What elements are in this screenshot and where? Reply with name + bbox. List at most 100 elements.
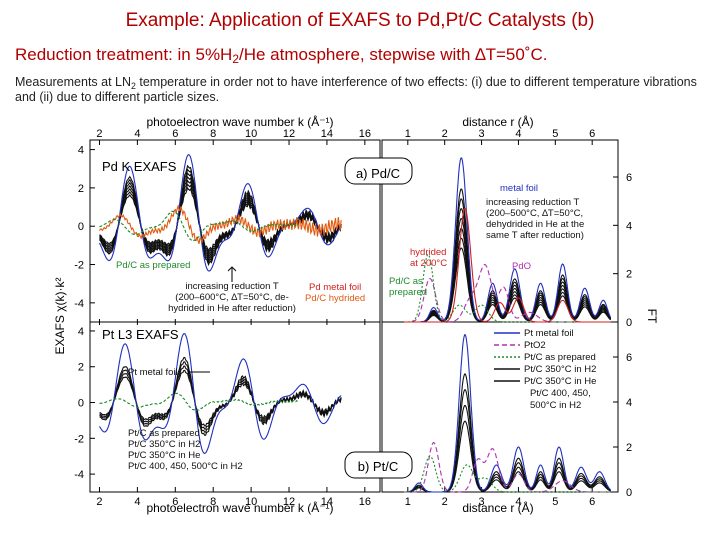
pd-panel-title: Pd K EXAFS (102, 159, 177, 174)
pd-increasing-arrow (227, 266, 237, 282)
pt-panel-title: Pt L3 EXAFS (102, 327, 179, 342)
intro-suffix: =50˚C. (495, 45, 548, 64)
pto2-ft-curve (404, 441, 611, 493)
k-axis-label-bottom: photoelectron wave number k (Å⁻¹) (146, 500, 333, 515)
pt-h2-label: Pt/C 350°C in H2 (128, 439, 200, 450)
k-tick-label-bottom: 6 (172, 496, 178, 508)
measurement-note: Measurements at LN2 temperature in order… (15, 75, 715, 105)
pt-legend-label: Pt/C 400, 450, (530, 388, 591, 399)
note-suffix: temperature in order not to have interfe… (15, 75, 697, 104)
pt-as-prepared-curve (99, 392, 298, 412)
r-tick-label-bottom: 6 (589, 496, 595, 508)
pt-he-label: Pt/C 350°C in He (128, 450, 200, 461)
pd-reduction-curve (99, 164, 342, 267)
pd-hydrided-label: Pd/C hydrided (305, 293, 365, 304)
pd-ft-same-t-label: same T after reduction) (486, 230, 584, 241)
k-tick-label-top: 16 (359, 128, 371, 140)
pd-hydrided-curve (99, 203, 342, 244)
pd-ft-hydrided-label: hydrided (410, 247, 446, 258)
chi-y-tick-label: -2 (74, 260, 84, 272)
k-tick-label-bottom: 12 (283, 496, 295, 508)
k-tick-label-bottom: 10 (245, 496, 257, 508)
pt-legend-label: PtO2 (524, 340, 546, 351)
k-tick-label-top: 2 (96, 128, 102, 140)
chi-y-tick-label: -4 (74, 469, 84, 481)
k-tick-label-bottom: 2 (96, 496, 102, 508)
pt-metal-foil-curve (99, 333, 342, 455)
ft-y-tick-label: 6 (626, 172, 632, 184)
pd-metal-foil-curve (99, 153, 342, 272)
r-tick-label-top: 2 (442, 128, 448, 140)
reduction-treatment-line: Reduction treatment: in 5%H2/He atmosphe… (15, 45, 715, 65)
pt-metal-foil-label: Pt metal foil (128, 367, 178, 378)
r-tick-label-bottom: 2 (442, 496, 448, 508)
r-tick-label-top: 5 (552, 128, 558, 140)
r-tick-label-bottom: 3 (479, 496, 485, 508)
intro-delta: ∆T (475, 45, 496, 64)
chi-y-tick-label: -4 (74, 298, 84, 310)
ft-y-tick-label: 4 (626, 397, 632, 409)
pd-ft-prepared-label: prepared (389, 287, 427, 298)
k-tick-label-top: 4 (134, 128, 140, 140)
pd-ft-metal-foil-curve (404, 157, 612, 323)
r-tick-label-bottom: 1 (405, 496, 411, 508)
pd-increasing-label: increasing reduction T (185, 281, 278, 292)
pd-ft-increasing-label: increasing reduction T (486, 197, 579, 208)
pt-high-t-label: Pt/C 400, 450, 500°C in H2 (128, 461, 243, 472)
note-prefix: Measurements at LN (15, 75, 132, 89)
k-tick-label-bottom: 8 (210, 496, 216, 508)
pt-c-label: b) Pt/C (358, 459, 398, 474)
pd-c-label-box (344, 157, 413, 185)
slide-title: Example: Application of EXAFS to Pd,Pt/C… (125, 10, 595, 31)
k-tick-label-bottom: 16 (359, 496, 371, 508)
pt-legend-label: Pt/C as prepared (524, 352, 596, 363)
r-tick-label-bottom: 4 (515, 496, 521, 508)
pdo-label: PdO (512, 261, 531, 272)
k-tick-label-top: 14 (321, 128, 333, 140)
k-tick-label-top: 10 (245, 128, 257, 140)
chi-plot-frame (89, 139, 381, 493)
chi-y-tick-label: 2 (78, 362, 84, 374)
r-tick-label-top: 1 (405, 128, 411, 140)
chi-y-tick-label: 2 (78, 183, 84, 195)
pd-ft-as-label: Pd/C as (389, 276, 423, 287)
chi-y-axis-label: EXAFS χ(k)·k² (53, 278, 67, 355)
pd-metal-foil-label: Pd metal foil (309, 282, 361, 293)
pt-legend-label: Pt/C 350°C in H2 (524, 364, 596, 375)
intro-mid: /He atmosphere, stepwise with (238, 45, 476, 64)
k-tick-label-bottom: 14 (321, 496, 333, 508)
pd-ft-range-label: (200–500°C, ∆T=50°C, (486, 208, 583, 219)
ft-y-tick-label: 2 (626, 269, 632, 281)
k-tick-label-top: 8 (210, 128, 216, 140)
pd-range-label: (200–600°C, ∆T=50°C, de- (175, 292, 289, 303)
ft-y-tick-label: 2 (626, 442, 632, 454)
pt-legend-label: Pt/C 350°C in He (524, 376, 596, 387)
r-tick-label-top: 4 (515, 128, 521, 140)
pd-c-label: a) Pd/C (356, 166, 400, 181)
k-tick-label-top: 12 (283, 128, 295, 140)
r-tick-label-bottom: 5 (552, 496, 558, 508)
pt-c-label-box (344, 451, 413, 479)
chi-y-tick-label: 4 (78, 145, 84, 157)
pd-dehydrided-label: hydrided in He after reduction) (168, 303, 296, 314)
ft-y-tick-label: 4 (626, 220, 632, 232)
r-axis-label-top: distance r (Å) (462, 114, 533, 129)
k-tick-label-top: 6 (172, 128, 178, 140)
note-sub: 2 (131, 81, 136, 91)
ft-y-tick-label: 0 (626, 317, 632, 329)
r-tick-label-top: 3 (479, 128, 485, 140)
intro-prefix: Reduction treatment: in 5%H (15, 45, 233, 64)
pt-ft-reduced-curve (404, 420, 611, 493)
pd-reduction-curve (99, 168, 342, 264)
pd-ft-hydrided-temp-label: at 200°C (410, 258, 447, 269)
pd-as-prepared-label: Pd/C as prepared (116, 260, 190, 271)
pt-ft-metal-foil-curve (404, 334, 612, 493)
pt-ft-reduced-curve (404, 405, 611, 493)
intro-sub: 2 (232, 52, 239, 66)
ft-panel: 1 1 2 2 3 3 4 4 5 5 6 6 distance r (Å) distance r (Å)… (344, 114, 659, 515)
pd-ft-dehydrided-label: dehydrided in He at the (486, 219, 584, 230)
pt-legend-label: Pt metal foil (524, 328, 574, 339)
k-axis-label-top: photoelectron wave number k (Å⁻¹) (146, 114, 333, 129)
